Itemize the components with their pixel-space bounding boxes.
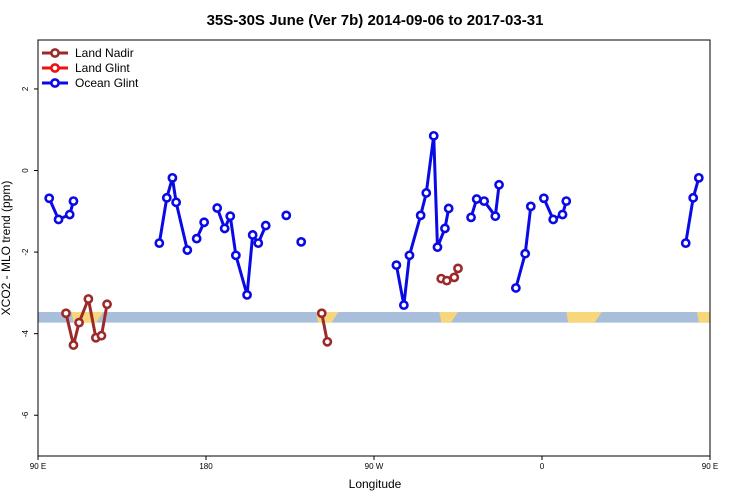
legend-label: Land Glint <box>75 61 130 75</box>
y-tick-label: -6 <box>21 411 30 419</box>
data-point <box>316 308 327 319</box>
land-segment-2 <box>439 312 458 323</box>
data-point <box>494 179 504 190</box>
data-point <box>253 238 264 249</box>
data-point <box>199 217 210 228</box>
legend-marker <box>50 78 60 88</box>
y-axis-label: XCO2 - MLO trend (ppm) <box>0 181 13 316</box>
data-point <box>490 211 501 222</box>
x-tick-label: 0 <box>540 462 545 471</box>
legend-marker <box>50 63 60 73</box>
data-point <box>96 330 107 341</box>
data-point <box>680 238 691 249</box>
series-line <box>542 197 568 222</box>
data-point <box>415 210 426 221</box>
data-point <box>260 220 271 231</box>
data-point <box>171 197 182 208</box>
data-point <box>538 193 549 204</box>
data-point <box>212 203 223 213</box>
data-point <box>561 196 572 206</box>
data-point <box>693 172 704 183</box>
y-axis-ticks: -6 -4 -2 0 2 <box>21 86 38 419</box>
data-point <box>83 294 94 304</box>
data-point <box>421 188 432 198</box>
data-point <box>64 209 75 220</box>
y-tick-label: 2 <box>21 86 30 91</box>
legend-item: Ocean Glint <box>42 76 139 90</box>
data-point <box>391 260 402 271</box>
data-point <box>398 300 409 310</box>
data-point <box>479 196 490 206</box>
data-point <box>688 192 699 203</box>
data-point <box>154 238 165 249</box>
data-point <box>68 196 79 206</box>
series-line <box>47 197 75 222</box>
data-point <box>443 203 454 214</box>
data-point <box>449 272 460 283</box>
x-axis-label: Longitude <box>349 477 402 491</box>
legend-label: Ocean Glint <box>75 76 139 90</box>
data-point <box>44 193 55 204</box>
legend-marker <box>50 48 60 58</box>
data-point <box>548 214 559 225</box>
series-layer <box>44 130 704 350</box>
data-point <box>296 236 307 247</box>
y-tick-label: 0 <box>21 168 30 173</box>
data-point <box>182 245 193 255</box>
data-point <box>428 130 439 141</box>
land-segment-3 <box>566 312 602 323</box>
y-tick-label: -2 <box>21 248 30 256</box>
series-line <box>157 177 189 251</box>
data-point <box>432 242 443 253</box>
chart-title: 35S-30S June (Ver 7b) 2014-09-06 to 2017… <box>207 12 544 29</box>
data-point <box>61 308 71 319</box>
data-point <box>440 223 450 234</box>
data-point <box>161 192 172 203</box>
x-tick-label: 180 <box>199 462 213 471</box>
data-point <box>74 317 84 328</box>
data-point <box>557 209 568 220</box>
data-point <box>225 211 236 222</box>
series-ocean-glint <box>44 130 704 310</box>
data-point <box>281 210 292 221</box>
data-point <box>453 263 463 274</box>
data-point <box>167 172 178 183</box>
data-point <box>322 336 333 347</box>
data-point <box>510 283 521 293</box>
series-line <box>215 207 268 296</box>
land-segment-4 <box>696 312 710 323</box>
legend-item: Land Glint <box>42 61 130 75</box>
ocean-band <box>38 312 710 323</box>
data-point <box>242 290 252 300</box>
x-tick-label: 90 E <box>702 462 718 471</box>
x-tick-label: 90 E <box>30 462 46 471</box>
data-point <box>466 212 476 223</box>
data-point <box>219 223 230 234</box>
data-point <box>68 340 79 350</box>
data-point <box>191 233 202 244</box>
plot-frame <box>37 39 711 457</box>
series-line <box>514 206 533 289</box>
data-point <box>441 275 452 286</box>
data-point <box>520 248 531 259</box>
x-axis-ticks: 90 E 180 90 W 0 90 E <box>30 456 718 471</box>
y-tick-label: -4 <box>21 330 30 338</box>
data-point <box>53 214 64 225</box>
data-point <box>230 250 241 261</box>
series-land-nadir <box>61 263 463 350</box>
land-ocean-band <box>38 312 710 323</box>
x-tick-label: 90 W <box>365 462 384 471</box>
data-point <box>404 250 415 261</box>
data-point <box>471 194 482 204</box>
legend-item: Land Nadir <box>42 46 134 60</box>
data-point <box>102 299 112 310</box>
series-line <box>684 177 701 244</box>
data-point <box>247 230 258 240</box>
data-point <box>525 201 536 212</box>
legend-label: Land Nadir <box>75 46 134 60</box>
